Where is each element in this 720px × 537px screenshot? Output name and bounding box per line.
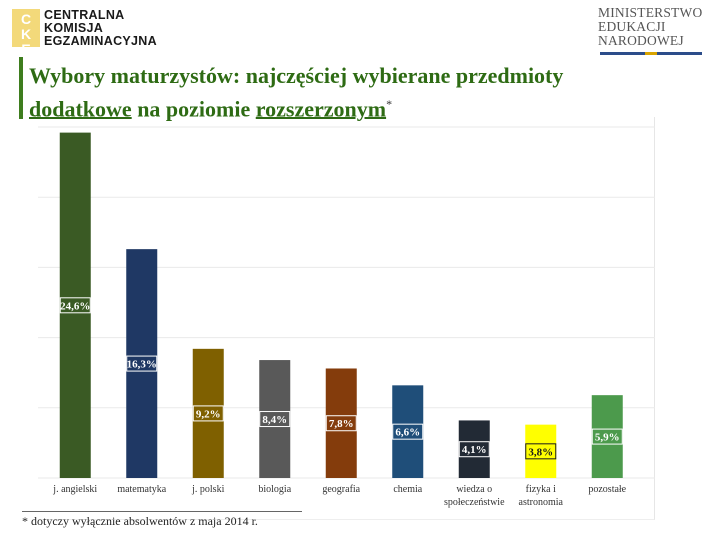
- title-middle: na poziomie: [131, 96, 256, 122]
- bar: [259, 360, 291, 478]
- x-tick-label: matematyka: [117, 484, 166, 495]
- bar: [325, 368, 357, 478]
- x-tick-label: j. polski: [191, 484, 224, 495]
- data-label-frame: [591, 428, 623, 445]
- cke-logo-text: CENTRALNA KOMISJA EGZAMINACYJNA: [44, 9, 157, 48]
- data-label: 4,1%: [462, 444, 487, 456]
- x-tick-label: wiedza o: [456, 484, 492, 495]
- x-tick-label: pozostałe: [588, 484, 626, 495]
- data-label: 7,8%: [329, 418, 354, 430]
- data-label: 9,2%: [196, 408, 221, 420]
- men-line-3: NARODOWEJ: [598, 33, 684, 48]
- chart-area: 24,6% j. angielski 16,3% matematyka 9,2% j. p…: [38, 117, 655, 520]
- data-label-frame: [458, 441, 490, 458]
- men-flag-stripe: [600, 52, 702, 55]
- bar: [525, 424, 557, 478]
- bar: [59, 132, 91, 478]
- cke-line-2: KOMISJA: [44, 21, 104, 35]
- x-tick-label: j. angielski: [52, 484, 97, 495]
- title-accent-bar: [19, 57, 23, 119]
- data-label-frame: [259, 411, 291, 428]
- data-label: 8,4%: [262, 414, 287, 426]
- footnote-rule: [22, 511, 302, 512]
- bar-chart: 24,6% j. angielski 16,3% matematyka 9,2% j. p…: [38, 126, 655, 508]
- x-tick-label: biologia: [258, 484, 291, 495]
- cke-line-3: EGZAMINACYJNA: [44, 34, 157, 48]
- cke-logo-letter: E: [21, 41, 31, 57]
- title-underlined-1: dodatkowe: [29, 96, 132, 122]
- men-line-2: EDUKACJI: [598, 19, 666, 34]
- cke-logo-letter: C: [20, 11, 32, 27]
- data-label: 3,8%: [528, 446, 553, 458]
- bar: [458, 420, 490, 478]
- title-asterisk: *: [386, 97, 393, 111]
- data-label-frame: [325, 415, 357, 432]
- men-logo-text: MINISTERSTWO EDUKACJI NARODOWEJ: [598, 6, 710, 48]
- data-label-frame: [192, 405, 224, 422]
- x-tick-label: astronomia: [519, 497, 564, 508]
- footnote: * dotyczy wyłącznie absolwentów z maja 2…: [22, 514, 258, 528]
- men-line-1: MINISTERSTWO: [598, 5, 703, 20]
- data-label-frame: [59, 297, 91, 314]
- bar: [392, 385, 424, 478]
- data-label-frame: [525, 443, 557, 460]
- data-label-frame: [126, 355, 158, 372]
- data-label: 16,3%: [127, 359, 157, 371]
- data-label-frame: [392, 423, 424, 440]
- bar: [192, 348, 224, 478]
- x-tick-label: fizyka i: [526, 484, 556, 495]
- x-tick-label: społeczeństwie: [444, 497, 505, 508]
- x-tick-label: geografia: [322, 484, 360, 495]
- data-label: 24,6%: [60, 300, 90, 312]
- cke-line-1: CENTRALNA: [44, 8, 125, 22]
- page-title: Wybory maturzystów: najczęściej wybieran…: [29, 62, 649, 123]
- men-logo: MINISTERSTWO EDUKACJI NARODOWEJ: [598, 6, 710, 58]
- data-label: 5,9%: [595, 432, 620, 444]
- title-underlined-2: rozszerzonym: [255, 96, 387, 122]
- x-tick-label: chemia: [393, 484, 422, 495]
- bar: [591, 395, 623, 478]
- title-part-1: Wybory maturzystów: najczęściej wybieran…: [29, 63, 564, 88]
- bar: [126, 249, 158, 478]
- data-label: 6,6%: [395, 427, 420, 439]
- cke-logo-letter: K: [20, 26, 32, 42]
